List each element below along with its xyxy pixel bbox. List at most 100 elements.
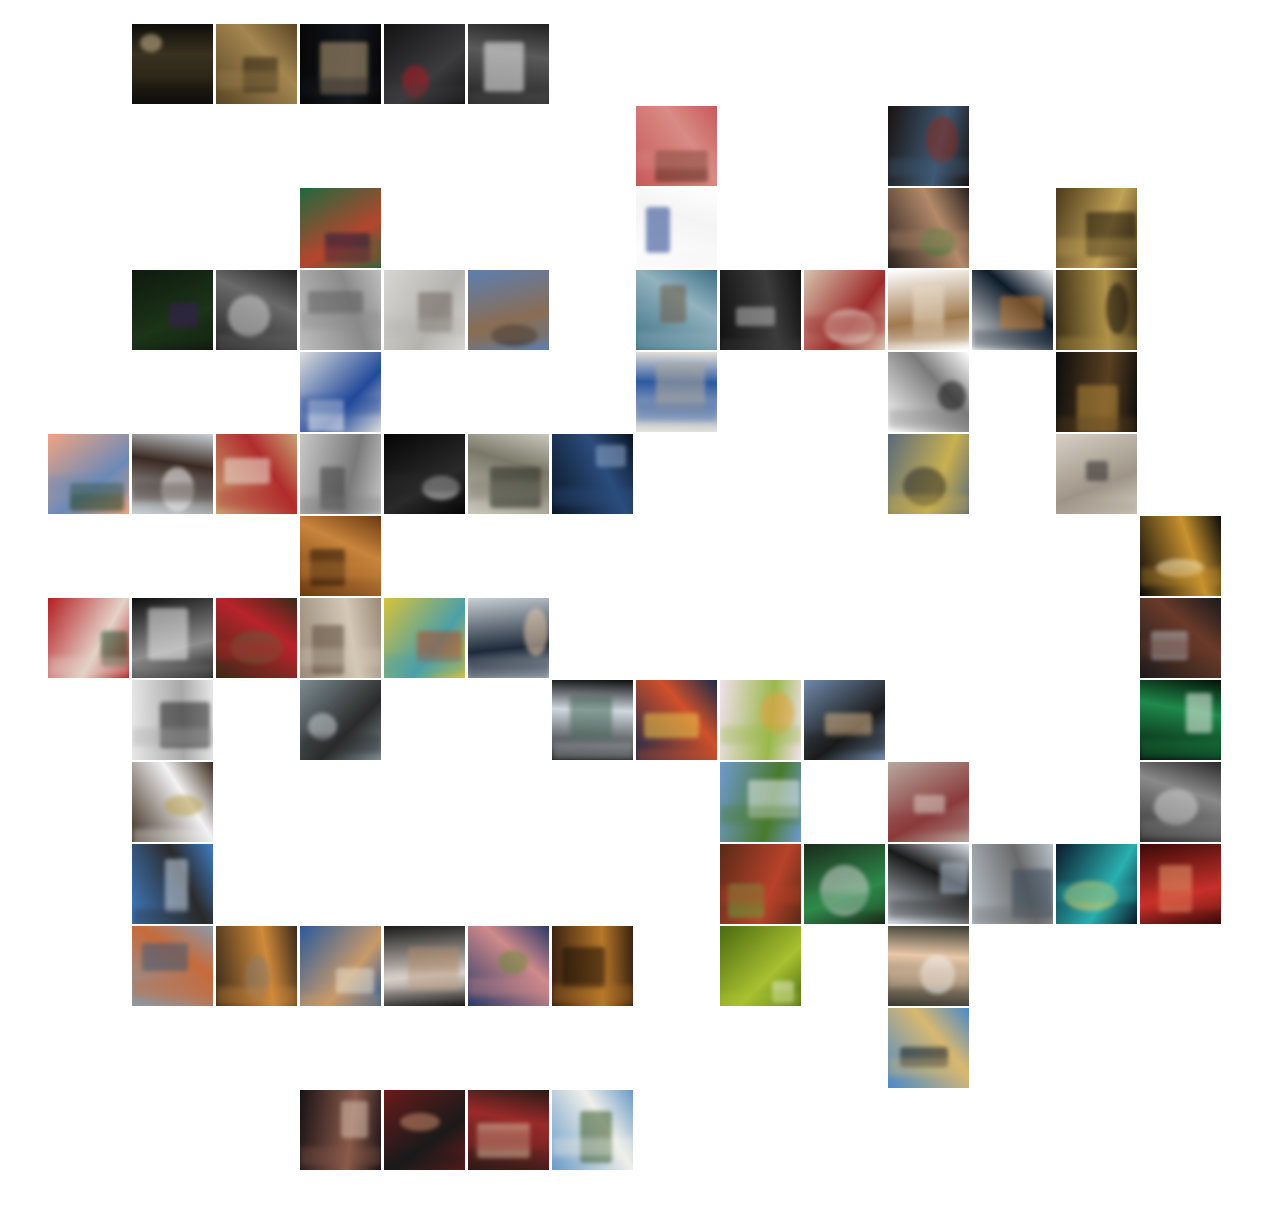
photo-detail (804, 316, 885, 334)
photo-detail (468, 325, 549, 343)
photo-hand-bird (1056, 434, 1138, 515)
photo-old-village (300, 434, 382, 515)
photo-green-cups (1140, 680, 1222, 761)
photo-note-candles (132, 762, 214, 843)
photo-graffiti-wall (132, 926, 214, 1007)
photo-detail (310, 549, 345, 586)
photo-foggy-pier (384, 270, 466, 351)
photo-detail (300, 396, 381, 414)
photo-detail (1140, 891, 1221, 909)
photo-detail (132, 664, 213, 678)
photo-detail (312, 625, 344, 675)
photo-detail (132, 829, 213, 842)
photo-bottle-shelves (1056, 188, 1138, 269)
photo-detail (720, 339, 801, 350)
photo-detail (402, 65, 429, 98)
photo-guitar (1140, 516, 1222, 597)
photo-party-crowd (300, 1090, 382, 1171)
photo-detail (140, 34, 162, 52)
photo-detail (300, 497, 381, 514)
photo-detail (720, 886, 801, 904)
photo-detail (972, 907, 1053, 924)
photo-detail (580, 1111, 612, 1163)
photo-detail (325, 233, 370, 262)
photo-detail (552, 985, 633, 1003)
photo-detail (636, 151, 717, 169)
photo-detail (160, 702, 210, 748)
photo-old-alley (552, 926, 634, 1007)
photo-detail (772, 981, 794, 1003)
photo-detail (341, 1101, 368, 1138)
photo-detail (720, 806, 801, 824)
photo-stuffed-toy (216, 598, 298, 679)
photo-detail (70, 483, 124, 511)
photo-detail (216, 641, 297, 659)
photo-detail (142, 943, 188, 971)
photo-detail (656, 363, 705, 412)
photo-detail (1000, 296, 1044, 330)
photo-painted-faces (300, 188, 382, 269)
photo-detail (1140, 740, 1221, 758)
photo-city-skyline (888, 1008, 970, 1089)
photo-ruins (300, 598, 382, 679)
photo-band-red-room (384, 1090, 466, 1171)
photo-detail (1056, 417, 1137, 432)
photo-detail (888, 813, 969, 831)
photo-detail (1064, 881, 1118, 911)
photo-old-woman (384, 926, 466, 1007)
photo-comic-panels (1056, 844, 1138, 925)
photo-detail (1140, 568, 1221, 586)
photo-detail (308, 400, 344, 432)
photo-detail (300, 1147, 381, 1165)
photo-cave-interior (216, 24, 298, 105)
photo-detail (888, 323, 969, 341)
photo-father-baby (888, 926, 970, 1007)
photo-detail (820, 865, 869, 916)
photo-bridge-dusk (804, 680, 886, 761)
photo-detail (336, 968, 374, 994)
photo-detail (491, 325, 538, 346)
photo-detail (422, 476, 460, 500)
photo-detail (300, 247, 381, 265)
photo-detail (300, 735, 381, 753)
photo-seagull-sky (888, 844, 970, 925)
photo-detail (1056, 502, 1137, 514)
photo-concert-crowd (1140, 762, 1222, 843)
photo-sunset-tree (48, 434, 130, 515)
photo-detail (132, 909, 213, 924)
photo-man-portrait (468, 598, 550, 679)
photo-detail (224, 458, 270, 484)
photo-detail (148, 608, 188, 660)
photo-detail (972, 330, 1053, 348)
photo-blue-glass (552, 434, 634, 515)
photo-red-dancers (1140, 844, 1222, 925)
photo-harbor-city (972, 844, 1054, 925)
photo-waterfall-hill (720, 762, 802, 843)
photo-detail (161, 467, 194, 512)
photo-detail (570, 695, 612, 739)
photo-detail (920, 955, 955, 994)
photo-doorway-man (804, 844, 886, 925)
photo-group-friends (888, 188, 970, 269)
photo-detail (720, 726, 801, 744)
photo-girl-red-hat (216, 434, 298, 515)
photo-detail (552, 742, 633, 760)
photo-detail (245, 955, 270, 1000)
photo-quick-sign (300, 352, 382, 433)
photo-detail (384, 318, 465, 336)
photo-detail (1086, 212, 1136, 256)
photo-white-sports-car (468, 24, 550, 105)
photo-detail (468, 978, 549, 996)
photo-detail (1077, 385, 1118, 432)
photo-detail (320, 42, 368, 94)
photo-detail (468, 1131, 549, 1149)
photo-detail (1140, 639, 1221, 657)
photo-dew-drop (720, 926, 802, 1007)
photo-detail (230, 631, 283, 664)
photo-detail (169, 303, 198, 328)
photo-detail (308, 291, 363, 314)
photo-party-people (468, 1090, 550, 1171)
photo-person-jeans (888, 106, 970, 187)
photo-detail (760, 692, 794, 734)
photo-detail (888, 231, 969, 249)
